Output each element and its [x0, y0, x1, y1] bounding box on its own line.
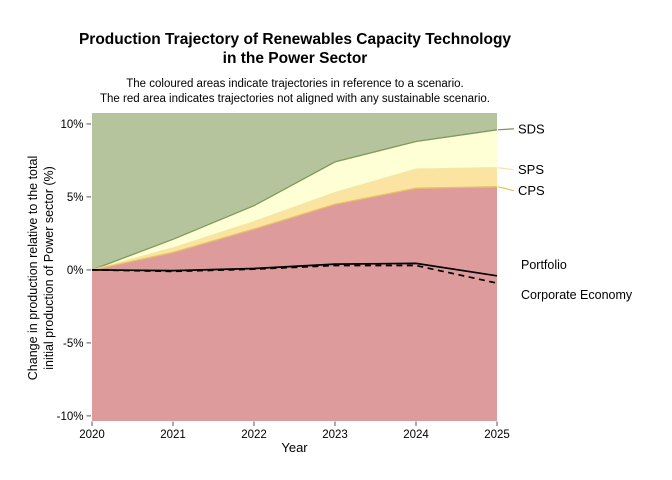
x-tick-label: 2024 [403, 429, 429, 441]
chart-subtitle: The coloured areas indicate trajectories… [100, 78, 490, 105]
chart-title: Production Trajectory of Renewables Capa… [78, 31, 512, 67]
corporate-economy-label: Corporate Economy [521, 288, 633, 302]
x-tick-label: 2021 [160, 429, 186, 441]
x-axis-title: Year [281, 440, 308, 455]
y-tick-label: 0% [67, 265, 84, 277]
sds-line [91, 129, 498, 271]
y-tick-label: -5% [63, 338, 83, 350]
y-tick-label: 10% [60, 119, 83, 131]
x-tick-label: 2025 [484, 429, 510, 441]
x-tick-label: 2022 [241, 429, 267, 441]
sps-label: SPS [518, 162, 544, 177]
sds-leader-line [497, 128, 515, 131]
sps-line [91, 167, 498, 271]
cps-area [92, 167, 497, 270]
cps-line [91, 186, 498, 271]
sds-label: SDS [518, 121, 545, 136]
x-tick-label: 2020 [79, 429, 105, 441]
cps-label: CPS [518, 183, 545, 198]
x-tick-label: 2023 [322, 429, 348, 441]
portfolio-label: Portfolio [521, 258, 567, 272]
cps-leader-line [497, 186, 515, 192]
sps-area [92, 129, 497, 270]
corporate-economy-line [91, 264, 498, 284]
not-aligned-area [92, 186, 497, 421]
sps-leader-line [497, 167, 515, 171]
y-tick-label: -10% [57, 411, 84, 423]
y-tick-label: 5% [67, 192, 84, 204]
